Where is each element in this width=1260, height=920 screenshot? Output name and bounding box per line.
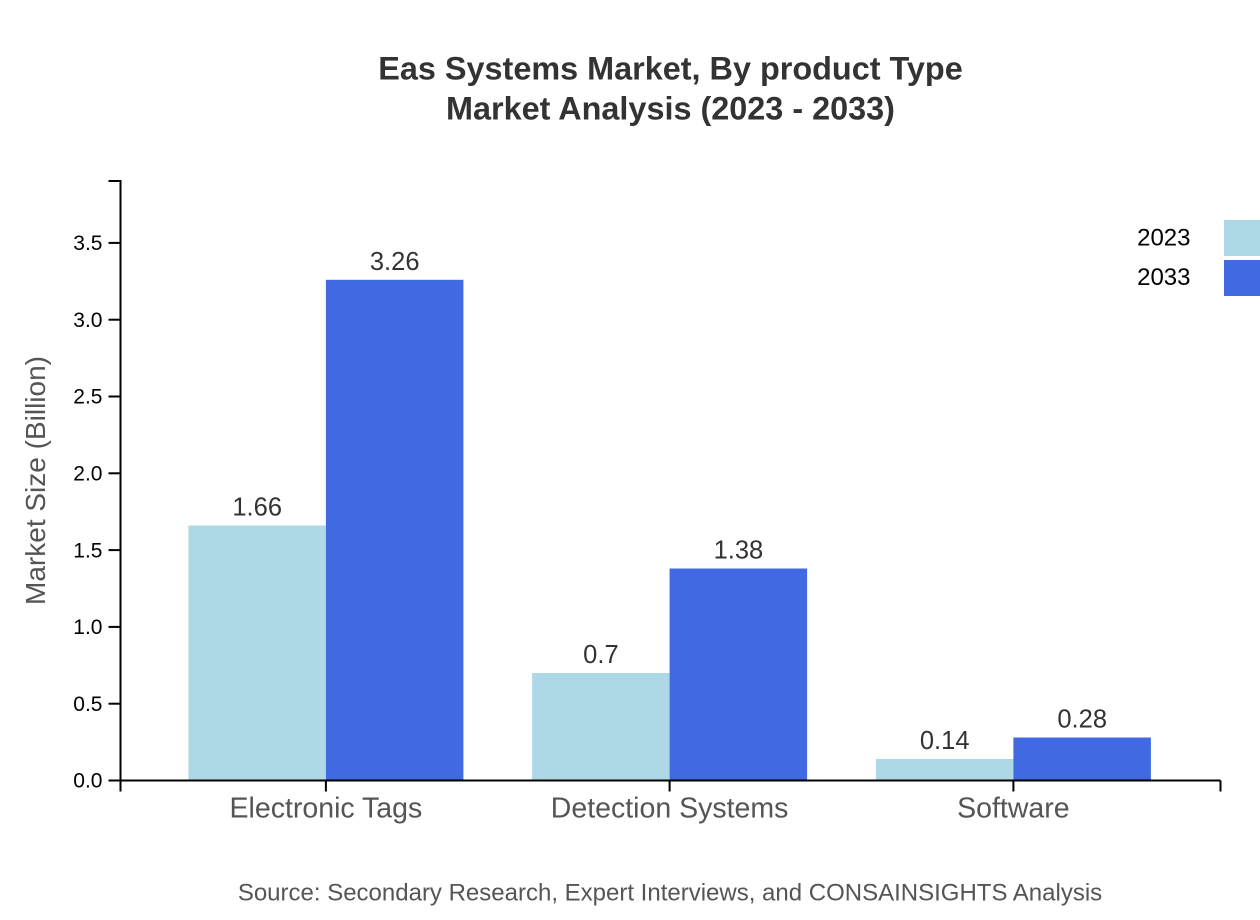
- svg-text:Electronic Tags: Electronic Tags: [230, 793, 423, 825]
- svg-text:Eas Systems Market, By product: Eas Systems Market, By product Type: [378, 51, 962, 87]
- svg-text:2.5: 2.5: [73, 386, 102, 409]
- svg-text:0.14: 0.14: [920, 727, 970, 755]
- svg-text:3.26: 3.26: [370, 248, 420, 276]
- svg-text:2033: 2033: [1137, 264, 1190, 291]
- svg-text:Source: Secondary Research, Ex: Source: Secondary Research, Expert Inter…: [238, 880, 1102, 907]
- svg-text:2023: 2023: [1137, 225, 1190, 252]
- svg-text:0.0: 0.0: [73, 770, 102, 793]
- svg-text:3.0: 3.0: [73, 309, 102, 332]
- svg-text:1.66: 1.66: [232, 494, 282, 522]
- svg-text:Market Analysis (2023 - 2033): Market Analysis (2023 - 2033): [446, 91, 895, 127]
- svg-text:0.7: 0.7: [583, 641, 618, 669]
- svg-text:2.0: 2.0: [73, 463, 102, 486]
- svg-text:Software: Software: [957, 793, 1069, 825]
- svg-text:1.0: 1.0: [73, 616, 102, 639]
- svg-text:0.28: 0.28: [1057, 706, 1107, 734]
- svg-text:1.5: 1.5: [73, 539, 102, 562]
- svg-text:3.5: 3.5: [73, 232, 102, 255]
- svg-text:Market Size (Billion): Market Size (Billion): [20, 356, 51, 605]
- svg-text:1.38: 1.38: [714, 537, 764, 565]
- svg-text:Detection Systems: Detection Systems: [551, 793, 789, 825]
- svg-text:0.5: 0.5: [73, 693, 102, 716]
